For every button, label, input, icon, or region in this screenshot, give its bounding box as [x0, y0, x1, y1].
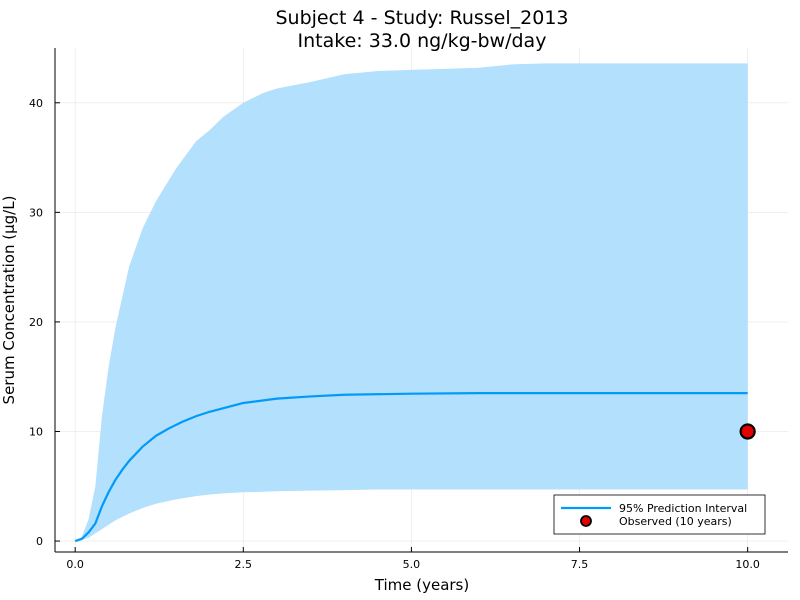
axes	[54, 48, 788, 553]
x-tick-label: 10.0	[735, 558, 760, 571]
prediction-band	[75, 63, 748, 542]
x-tick-label: 5.0	[403, 558, 421, 571]
y-tick-label: 30	[29, 206, 43, 219]
observed-point	[739, 423, 756, 440]
chart-subtitle-text: Intake: 33.0 ng/kg-bw/day	[298, 30, 547, 52]
x-tick-label: 0.0	[66, 558, 84, 571]
prediction-band-layer	[75, 63, 748, 542]
y-tick-label: 10	[29, 425, 43, 438]
y-tick-label: 40	[29, 97, 43, 110]
y-tick-label: 20	[29, 316, 43, 329]
legend-marker-swatch	[580, 515, 592, 527]
y-axis-title: Serum Concentration (µg/L)	[0, 196, 18, 405]
x-tick-label: 2.5	[235, 558, 253, 571]
legend-box	[553, 494, 766, 535]
chart-title: Subject 4 - Study: Russel_2013 Intake: 3…	[275, 7, 568, 52]
legend-label-prediction: 95% Prediction Interval	[619, 502, 747, 515]
x-axis-title: Time (years)	[374, 576, 469, 594]
legend-label-observed: Observed (10 years)	[619, 515, 732, 528]
median-prediction-line	[74, 392, 748, 543]
y-tick-label: 0	[36, 535, 43, 548]
x-tick-label: 7.5	[571, 558, 589, 571]
chart-title-text: Subject 4 - Study: Russel_2013	[275, 7, 568, 29]
tick-labels: 0.0 2.5 5.0 7.5 10.0 0 10 20 30 40	[29, 97, 760, 571]
series-layer	[74, 392, 756, 543]
